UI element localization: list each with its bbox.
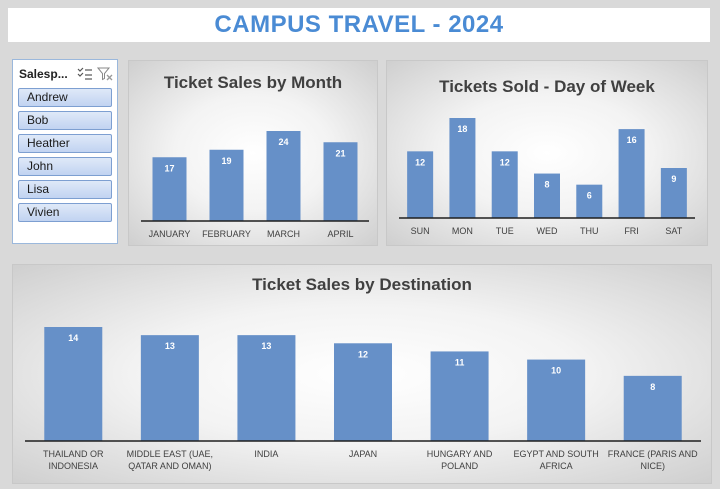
day-bar-6[interactable] [660,168,687,218]
slicer-item-vivien[interactable]: Vivien [18,203,112,222]
destination-bar-6[interactable] [623,375,682,441]
destination-category-label-4-line-0: HUNGARY AND [427,449,493,459]
day-data-label-3: 8 [544,180,549,190]
month-category-label-3-line-0: APRIL [327,229,353,239]
slicer-item-andrew[interactable]: Andrew [18,88,112,107]
month-category-label-3: APRIL [327,229,353,239]
day-bar-3[interactable] [534,173,560,218]
destination-category-label-3: JAPAN [349,449,377,459]
destination-category-label-2: INDIA [254,449,278,459]
slicer-item-john[interactable]: John [18,157,112,176]
destination-category-label-1-line-1: QATAR AND OMAN) [128,461,211,471]
chart-plot-destination: 14 THAILAND OR INDONESIA 13 MIDDLE EAST (UAE… [25,327,701,471]
month-bar-0[interactable] [152,157,187,221]
slicer-title: Salesp... [19,67,68,81]
destination-data-label-1: 13 [165,341,175,351]
destination-category-label-6-line-0: FRANCE (PARIS AND [608,449,698,459]
day-bar-0[interactable] [407,151,434,218]
day-category-label-0-line-0: SUN [411,226,430,236]
destination-data-label-2: 13 [261,341,271,351]
month-data-label-0: 17 [164,163,174,173]
chart-title-day: Tickets Sold - Day of Week [439,77,655,96]
chart-title-destination: Ticket Sales by Destination [252,275,472,294]
destination-data-label-4: 11 [455,357,465,367]
month-category-label-0: JANUARY [149,229,191,239]
destination-bar-2[interactable] [237,335,296,441]
day-data-label-2: 12 [500,157,510,167]
destination-category-label-5: EGYPT AND SOUTH AFRICA [513,449,598,471]
day-category-label-4: THU [580,226,599,236]
month-data-label-3: 21 [335,148,345,158]
day-category-label-3: WED [537,226,558,236]
day-category-label-0: SUN [411,226,430,236]
chart-ticket-sales-by-destination[interactable]: Ticket Sales by Destination 14 THAILAND O… [12,264,712,484]
destination-bar-4[interactable] [430,351,489,441]
clear-filter-icon[interactable] [96,66,113,82]
salesperson-slicer[interactable]: Salesp... Andrew Bob Heather John Lisa V… [12,59,118,244]
destination-data-label-3: 12 [358,349,368,359]
dashboard-title: CAMPUS TRAVEL - 2024 [214,11,504,38]
destination-bar-1[interactable] [140,335,199,441]
destination-category-label-6: FRANCE (PARIS AND NICE) [608,449,698,471]
day-category-label-5-line-0: FRI [624,226,639,236]
day-bar-5[interactable] [618,129,645,218]
month-category-label-2: MARCH [267,229,300,239]
dashboard-title-banner: CAMPUS TRAVEL - 2024 [8,8,710,42]
month-bar-1[interactable] [209,149,244,221]
month-category-label-2-line-0: MARCH [267,229,300,239]
day-category-label-3-line-0: WED [537,226,558,236]
month-bar-2[interactable] [266,131,301,221]
day-category-label-6-line-0: SAT [665,226,682,236]
month-category-label-1: FEBRUARY [202,229,251,239]
month-category-label-1-line-0: FEBRUARY [202,229,251,239]
month-category-label-0-line-0: JANUARY [149,229,191,239]
day-category-label-6: SAT [665,226,682,236]
destination-category-label-3-line-0: JAPAN [349,449,377,459]
day-bar-4[interactable] [576,184,603,218]
destination-category-label-2-line-0: INDIA [254,449,278,459]
destination-category-label-4: HUNGARY AND POLAND [427,449,493,471]
day-bar-1[interactable] [449,118,476,218]
slicer-header: Salesp... [19,66,113,82]
day-category-label-2: TUE [496,226,514,236]
destination-category-label-0: THAILAND OR INDONESIA [43,449,104,471]
chart-tickets-sold-day-of-week[interactable]: Tickets Sold - Day of Week 12 SUN 18 MON 12 T… [386,60,708,246]
month-data-label-1: 19 [221,156,231,166]
chart-ticket-sales-by-month[interactable]: Ticket Sales by Month 17 JANUARY 19 FEBRUAR… [128,60,378,246]
chart-plot-month: 17 JANUARY 19 FEBRUARY 24 MARCH 21 APRIL [141,131,369,239]
day-category-label-1-line-0: MON [452,226,473,236]
destination-bar-3[interactable] [334,343,392,441]
destination-data-label-5: 10 [551,366,561,376]
destination-category-label-0-line-1: INDONESIA [49,461,99,471]
destination-category-label-4-line-1: POLAND [441,461,479,471]
multi-select-icon[interactable] [77,66,93,82]
destination-category-label-5-line-0: EGYPT AND SOUTH [513,449,598,459]
destination-category-label-1-line-0: MIDDLE EAST (UAE, [127,449,213,459]
month-data-label-2: 24 [278,137,288,147]
day-category-label-1: MON [452,226,473,236]
slicer-item-bob[interactable]: Bob [18,111,112,130]
chart-plot-day: 12 SUN 18 MON 12 TUE 8 WED 6 THU 16 FRI 9 SAT [399,118,695,236]
slicer-item-heather[interactable]: Heather [18,134,112,153]
destination-category-label-1: MIDDLE EAST (UAE, QATAR AND OMAN) [127,449,213,471]
day-category-label-2-line-0: TUE [496,226,514,236]
day-category-label-4-line-0: THU [580,226,599,236]
chart-title-month: Ticket Sales by Month [163,73,343,92]
destination-bar-5[interactable] [527,359,586,441]
destination-data-label-6: 8 [650,382,655,392]
destination-data-label-0: 14 [68,333,78,343]
destination-category-label-5-line-1: AFRICA [540,461,573,471]
day-data-label-5: 16 [627,135,637,145]
destination-bar-0[interactable] [44,327,103,441]
month-bar-3[interactable] [323,142,358,221]
day-data-label-1: 18 [457,124,467,134]
day-bar-2[interactable] [491,151,518,218]
day-category-label-5: FRI [624,226,639,236]
day-data-label-4: 6 [587,191,592,201]
destination-category-label-6-line-1: NICE) [640,461,665,471]
day-data-label-6: 9 [671,174,676,184]
destination-category-label-0-line-0: THAILAND OR [43,449,104,459]
slicer-item-lisa[interactable]: Lisa [18,180,112,199]
day-data-label-0: 12 [415,157,425,167]
